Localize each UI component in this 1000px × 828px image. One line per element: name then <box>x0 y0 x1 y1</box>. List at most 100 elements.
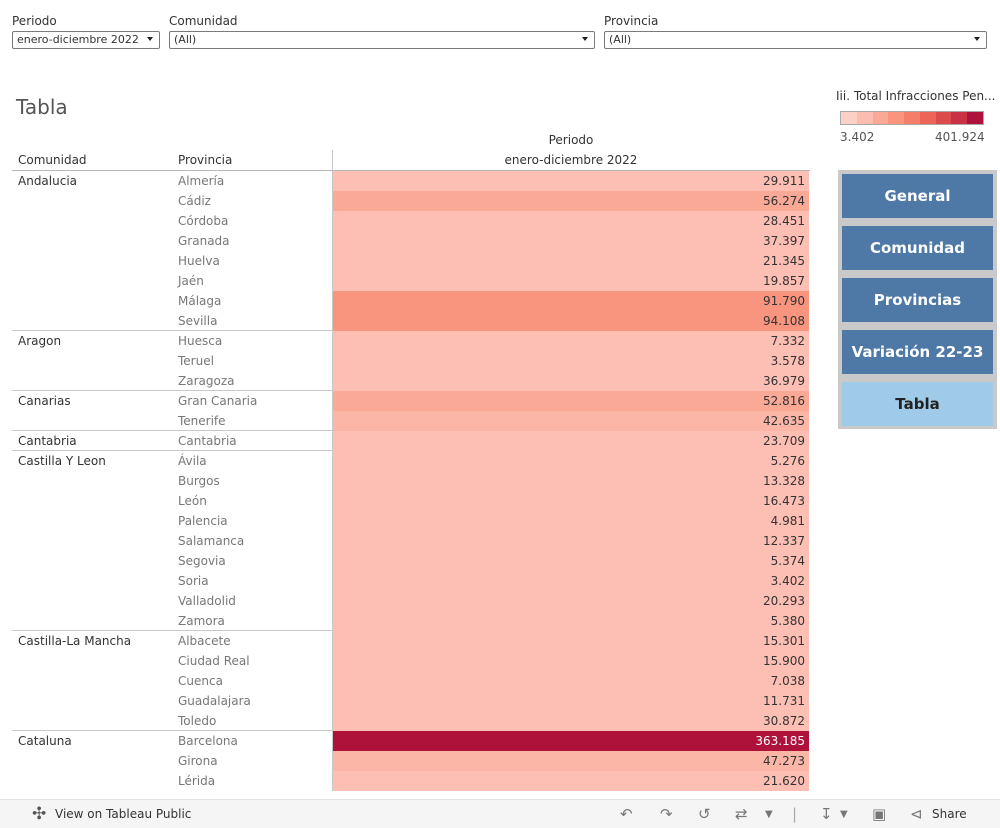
value-cell[interactable] <box>333 471 809 491</box>
value-cell[interactable] <box>333 291 809 311</box>
fullscreen-icon[interactable]: ▣ <box>872 805 887 823</box>
provincia-cell: Lérida <box>178 774 216 788</box>
value-cell[interactable] <box>333 511 809 531</box>
value-cell[interactable] <box>333 771 809 791</box>
chevron-down-icon <box>974 37 980 41</box>
value-cell[interactable] <box>333 351 809 371</box>
value-cell[interactable] <box>333 751 809 771</box>
comunidad-cell: Cataluna <box>18 734 72 748</box>
column-header-period-value: enero-diciembre 2022 <box>504 153 638 167</box>
value-text: 29.911 <box>763 174 805 188</box>
value-text: 13.328 <box>763 474 805 488</box>
value-cell[interactable] <box>333 671 809 691</box>
value-text: 21.620 <box>763 774 805 788</box>
nav-button-provincias[interactable]: Provincias <box>842 278 993 322</box>
tableau-logo-icon: ✣ <box>32 804 47 824</box>
share-button[interactable]: Share <box>932 807 967 821</box>
share-icon[interactable]: ⊲ <box>910 805 923 823</box>
view-on-tableau-link[interactable]: View on Tableau Public <box>55 807 192 821</box>
value-cell[interactable] <box>333 451 809 471</box>
value-text: 28.451 <box>763 214 805 228</box>
value-text: 7.332 <box>770 334 805 348</box>
undo-icon[interactable]: ↶ <box>620 805 633 823</box>
value-cell[interactable] <box>333 631 809 651</box>
periodo-filter-label: Periodo <box>12 14 57 28</box>
provincia-cell: Ciudad Real <box>178 654 250 668</box>
value-text: 15.900 <box>763 654 805 668</box>
value-cell[interactable] <box>333 651 809 671</box>
value-text: 37.397 <box>763 234 805 248</box>
comunidad-filter-label: Comunidad <box>169 14 238 28</box>
legend-min: 3.402 <box>840 130 875 144</box>
redo-icon[interactable]: ↷ <box>660 805 673 823</box>
refresh-icon[interactable]: ⇄ <box>735 805 748 823</box>
comunidad-dropdown[interactable]: (All) <box>169 31 595 49</box>
legend-color-step <box>935 112 952 124</box>
value-cell[interactable] <box>333 711 809 731</box>
periodo-dropdown[interactable]: enero-diciembre 2022 <box>12 31 160 49</box>
nav-button-tabla[interactable]: Tabla <box>842 382 993 426</box>
chevron-down-icon[interactable]: ▼ <box>765 809 773 820</box>
nav-button-comunidad[interactable]: Comunidad <box>842 226 993 270</box>
value-cell[interactable] <box>333 211 809 231</box>
value-cell[interactable] <box>333 371 809 391</box>
provincia-cell: Soria <box>178 574 209 588</box>
value-cell[interactable] <box>333 271 809 291</box>
value-cell[interactable] <box>333 251 809 271</box>
value-text: 16.473 <box>763 494 805 508</box>
value-cell[interactable] <box>333 731 809 751</box>
provincia-cell: Málaga <box>178 294 222 308</box>
value-cell[interactable] <box>333 411 809 431</box>
comunidad-dropdown-value: (All) <box>174 33 197 46</box>
legend-max: 401.924 <box>935 130 985 144</box>
provincia-cell: Valladolid <box>178 594 236 608</box>
value-text: 30.872 <box>763 714 805 728</box>
chevron-down-icon[interactable]: ▼ <box>840 809 848 820</box>
legend-color-step <box>841 112 857 124</box>
comunidad-cell: Castilla-La Mancha <box>18 634 132 648</box>
legend-title: Iii. Total Infracciones Pen... <box>836 89 996 103</box>
value-cell[interactable] <box>333 171 809 191</box>
provincia-cell: Segovia <box>178 554 226 568</box>
value-cell[interactable] <box>333 551 809 571</box>
value-cell[interactable] <box>333 591 809 611</box>
value-text: 91.790 <box>763 294 805 308</box>
value-cell[interactable] <box>333 311 809 331</box>
provincia-cell: Granada <box>178 234 230 248</box>
provincia-dropdown[interactable]: (All) <box>604 31 987 49</box>
value-text: 15.301 <box>763 634 805 648</box>
group-divider <box>12 730 332 731</box>
group-divider <box>12 630 332 631</box>
table-divider <box>332 171 333 791</box>
value-cell[interactable] <box>333 331 809 351</box>
value-text: 47.273 <box>763 754 805 768</box>
value-cell[interactable] <box>333 491 809 511</box>
provincia-cell: Sevilla <box>178 314 218 328</box>
legend-color-step <box>967 112 984 124</box>
value-text: 11.731 <box>763 694 805 708</box>
periodo-dropdown-value: enero-diciembre 2022 <box>17 33 139 46</box>
value-text: 56.274 <box>763 194 805 208</box>
color-legend <box>840 111 984 125</box>
revert-icon[interactable]: ↺ <box>698 805 711 823</box>
provincia-filter-label: Provincia <box>604 14 659 28</box>
nav-button-variacion[interactable]: Variación 22-23 <box>842 330 993 374</box>
value-cell[interactable] <box>333 231 809 251</box>
value-cell[interactable] <box>333 391 809 411</box>
value-text: 23.709 <box>763 434 805 448</box>
value-cell[interactable] <box>333 191 809 211</box>
value-text: 5.380 <box>770 614 805 628</box>
value-cell[interactable] <box>333 611 809 631</box>
provincia-cell: Burgos <box>178 474 220 488</box>
provincia-cell: Cantabria <box>178 434 237 448</box>
value-cell[interactable] <box>333 691 809 711</box>
legend-color-step <box>856 112 873 124</box>
download-icon[interactable]: ↧ <box>820 805 833 823</box>
value-cell[interactable] <box>333 571 809 591</box>
value-cell[interactable] <box>333 531 809 551</box>
nav-button-general[interactable]: General <box>842 174 993 218</box>
column-header-periodo: Periodo <box>548 133 594 147</box>
value-cell[interactable] <box>333 431 809 451</box>
value-text: 20.293 <box>763 594 805 608</box>
provincia-cell: Huelva <box>178 254 220 268</box>
